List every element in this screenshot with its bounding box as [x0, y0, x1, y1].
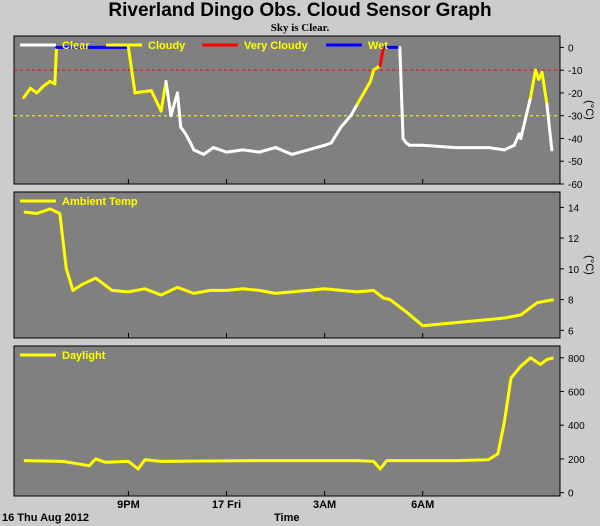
y-tick-label: -10	[568, 66, 583, 77]
date-label: 16 Thu Aug 2012	[2, 512, 90, 524]
data-segment	[164, 80, 173, 118]
chart-panel-1: 0 -10 -20 -30 -40 -50 -60 (°C) Clear Cloudy Very C…	[13, 35, 595, 191]
y-tick-label: 800	[568, 354, 585, 365]
data-segment	[175, 91, 183, 129]
data-segment	[306, 143, 327, 152]
chart-panel-3: 800 600 400 200 0 Daylight	[13, 345, 585, 500]
data-segment	[184, 132, 193, 145]
y-tick-label: 600	[568, 388, 585, 399]
y-tick-label: 400	[568, 421, 585, 432]
x-tick-label: 3AM	[313, 499, 336, 511]
data-segment	[22, 86, 32, 99]
y-tick-label: 200	[568, 455, 585, 466]
data-segment	[149, 89, 163, 113]
y-tick-label: -50	[568, 157, 583, 168]
data-segment	[519, 95, 533, 140]
data-segment	[502, 143, 516, 152]
y-axis-label: (°C)	[583, 255, 595, 275]
y-tick-label: -60	[568, 180, 583, 191]
legend-label: Cloudy	[148, 40, 186, 52]
legend-label: Wet	[368, 40, 388, 52]
data-segment	[339, 114, 353, 129]
y-tick-label: -40	[568, 134, 583, 145]
legend-label: Clear	[62, 40, 90, 52]
data-segment	[329, 125, 343, 145]
data-segment	[355, 80, 372, 106]
legend-label: Ambient Temp	[62, 196, 138, 208]
data-segment	[53, 45, 59, 86]
y-tick-label: 10	[568, 265, 580, 276]
series-line-ambient-temp	[23, 207, 554, 328]
data-segment	[378, 45, 385, 68]
data-segment	[349, 102, 359, 118]
y-tick-label: 0	[568, 43, 574, 54]
data-segment	[159, 80, 168, 113]
data-segment	[529, 68, 537, 99]
y-tick-label: -30	[568, 112, 583, 123]
time-axis-label: Time	[274, 512, 300, 524]
data-segment	[274, 146, 294, 156]
data-segment	[192, 148, 206, 156]
chart-panel-2: 14 12 10 8 6 (°C) Ambient Temp	[13, 191, 595, 339]
x-tick-label: 17 Fri	[212, 499, 241, 511]
data-segment	[257, 146, 278, 154]
legend-label: Very Cloudy	[244, 40, 308, 52]
y-tick-label: 14	[568, 203, 580, 214]
chart-title: Riverland Dingo Obs. Cloud Sensor Graph	[108, 0, 492, 21]
y-tick-label: 0	[568, 489, 574, 500]
y-tick-label: 12	[568, 234, 580, 245]
data-segment	[368, 68, 376, 84]
data-segment	[133, 89, 153, 95]
data-segment	[225, 148, 245, 154]
data-segment	[398, 45, 405, 140]
data-segment	[126, 45, 136, 90]
plot-area	[13, 35, 561, 185]
series-line-daylight	[23, 356, 554, 471]
data-segment	[486, 146, 506, 152]
data-segment	[211, 146, 229, 154]
data-segment	[545, 102, 554, 152]
y-tick-label: -20	[568, 89, 583, 100]
x-tick-label: 6AM	[411, 499, 434, 511]
data-segment	[290, 148, 310, 156]
data-segment	[202, 146, 215, 156]
data-segment	[540, 70, 549, 106]
plot-area	[13, 345, 561, 497]
data-segment	[241, 148, 261, 154]
plot-area	[13, 191, 561, 339]
y-tick-label: 8	[568, 296, 574, 307]
legend-label: Daylight	[62, 350, 106, 362]
data-segment	[35, 84, 45, 95]
sky-status: Sky is Clear.	[270, 22, 330, 34]
y-tick-label: 6	[568, 326, 574, 337]
data-segment	[421, 143, 457, 150]
y-axis-label: (°C)	[583, 100, 595, 120]
x-tick-label: 9PM	[117, 499, 140, 511]
